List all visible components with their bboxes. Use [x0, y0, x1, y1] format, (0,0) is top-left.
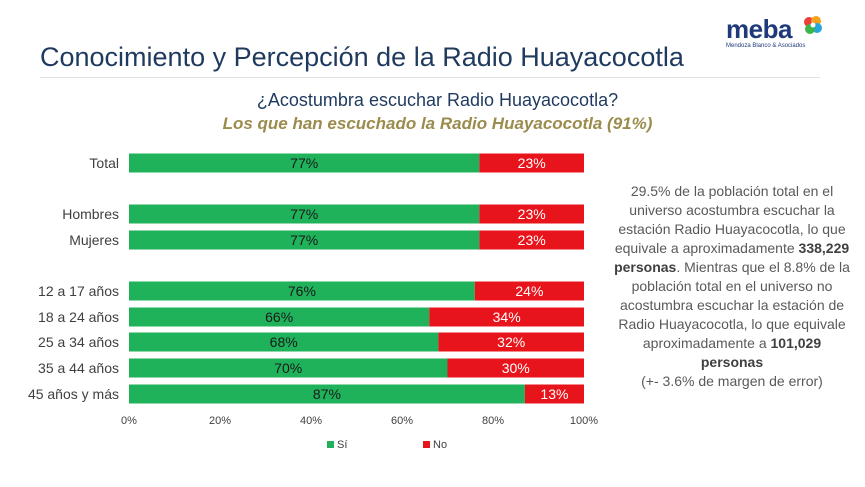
bar-si [129, 230, 480, 250]
category-label: 45 años y más [28, 386, 119, 402]
bar-si [129, 332, 439, 352]
data-label-no: 34% [493, 309, 521, 325]
bar-si [129, 153, 480, 173]
results-note: 29.5% de la población total en el univer… [612, 182, 852, 391]
data-label-no: 30% [502, 360, 530, 376]
data-label-no: 23% [518, 155, 546, 171]
page-title: Conocimiento y Percepción de la Radio Hu… [40, 42, 684, 72]
chart-subtitle: Los que han escuchado la Radio Huayacoco… [222, 114, 653, 133]
category-label: Mujeres [69, 232, 119, 248]
note-text-2: . Mientras que el 8.8% de la población t… [618, 259, 850, 351]
bar-no [429, 307, 584, 327]
data-label-si: 70% [274, 360, 302, 376]
note-text-1: 29.5% de la población total en el univer… [614, 183, 846, 256]
logo-wordmark: meba [726, 14, 792, 44]
bar-no [524, 384, 584, 404]
note-bold-2: 101,029 personas [700, 335, 822, 370]
data-label-si: 77% [290, 232, 318, 248]
data-label-si: 87% [313, 386, 341, 402]
category-label: Hombres [62, 206, 119, 222]
data-label-no: 23% [518, 232, 546, 248]
bar-si [129, 384, 525, 404]
x-tick-label: 20% [209, 415, 231, 427]
meba-logo: meba Mendoza Blanco & Asociados [726, 14, 826, 54]
x-tick-label: 100% [570, 415, 598, 427]
data-label-si: 66% [265, 309, 293, 325]
category-label: 18 a 24 años [38, 309, 119, 325]
note-bold-1: 338,229 personas [614, 240, 850, 275]
data-label-no: 32% [497, 334, 525, 350]
bar-si [129, 204, 480, 224]
bar-no [479, 153, 584, 173]
legend-label-no: No [433, 439, 447, 451]
x-tick-label: 60% [391, 415, 413, 427]
data-label-no: 23% [518, 206, 546, 222]
legend-swatch-si [327, 441, 334, 448]
data-label-si: 77% [290, 206, 318, 222]
bar-no [438, 332, 584, 352]
bar-si [129, 307, 430, 327]
data-label-si: 76% [288, 283, 316, 299]
logo-flower-icon [804, 16, 822, 34]
bar-no [479, 204, 584, 224]
x-tick-label: 80% [482, 415, 504, 427]
category-label: 35 a 44 años [38, 360, 119, 376]
bar-no [479, 230, 584, 250]
title-divider [40, 77, 820, 78]
x-tick-label: 0% [121, 415, 137, 427]
data-label-no: 13% [540, 386, 568, 402]
logo-tagline: Mendoza Blanco & Asociados [726, 43, 806, 49]
bar-no [474, 281, 584, 301]
category-label: 25 a 34 años [38, 334, 119, 350]
x-tick-label: 40% [300, 415, 322, 427]
legend-swatch-no [423, 441, 430, 448]
data-label-si: 68% [270, 334, 298, 350]
bar-si [129, 281, 475, 301]
category-label: 12 a 17 años [38, 283, 119, 299]
bar-si [129, 358, 448, 378]
category-label: Total [89, 155, 119, 171]
legend-label-si: Sí [337, 439, 347, 451]
logo-center [810, 22, 816, 28]
bar-no [447, 358, 584, 378]
chart-question: ¿Acostumbra escuchar Radio Huayacocotla? [256, 90, 619, 110]
data-label-no: 24% [515, 283, 543, 299]
data-label-si: 77% [290, 155, 318, 171]
note-margin: (+- 3.6% de margen de error) [641, 373, 823, 389]
